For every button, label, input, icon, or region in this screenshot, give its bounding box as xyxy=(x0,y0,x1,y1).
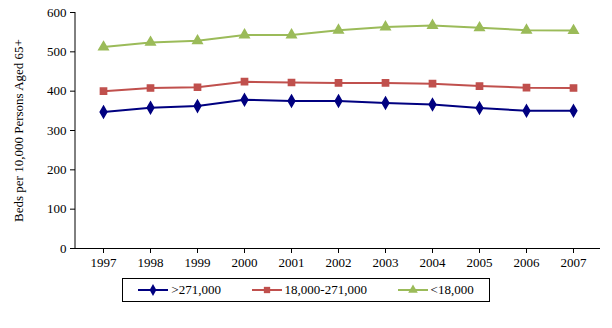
svg-text:2006: 2006 xyxy=(514,255,541,270)
svg-text:2003: 2003 xyxy=(373,255,399,270)
svg-text:2005: 2005 xyxy=(467,255,493,270)
svg-text:Beds per 10,000 Persons Aged 6: Beds per 10,000 Persons Aged 65+ xyxy=(11,39,26,222)
svg-text:100: 100 xyxy=(47,201,67,216)
svg-text:200: 200 xyxy=(47,162,67,177)
svg-text:1998: 1998 xyxy=(138,255,164,270)
svg-text:0: 0 xyxy=(60,241,67,256)
svg-text:300: 300 xyxy=(47,123,67,138)
svg-text:2007: 2007 xyxy=(561,255,588,270)
svg-text:2000: 2000 xyxy=(232,255,258,270)
svg-text:600: 600 xyxy=(47,5,67,20)
html-text:>271,000: >271,000 xyxy=(171,282,221,297)
html-text:<18,000: <18,000 xyxy=(430,282,474,297)
svg-text:1999: 1999 xyxy=(185,255,211,270)
svg-text:400: 400 xyxy=(47,83,67,98)
svg-text:2001: 2001 xyxy=(279,255,305,270)
svg-text:1997: 1997 xyxy=(91,255,118,270)
svg-text:2004: 2004 xyxy=(420,255,447,270)
html-text:18,000-271,000: 18,000-271,000 xyxy=(284,282,367,297)
svg-text:500: 500 xyxy=(47,44,67,59)
svg-text:2002: 2002 xyxy=(326,255,352,270)
